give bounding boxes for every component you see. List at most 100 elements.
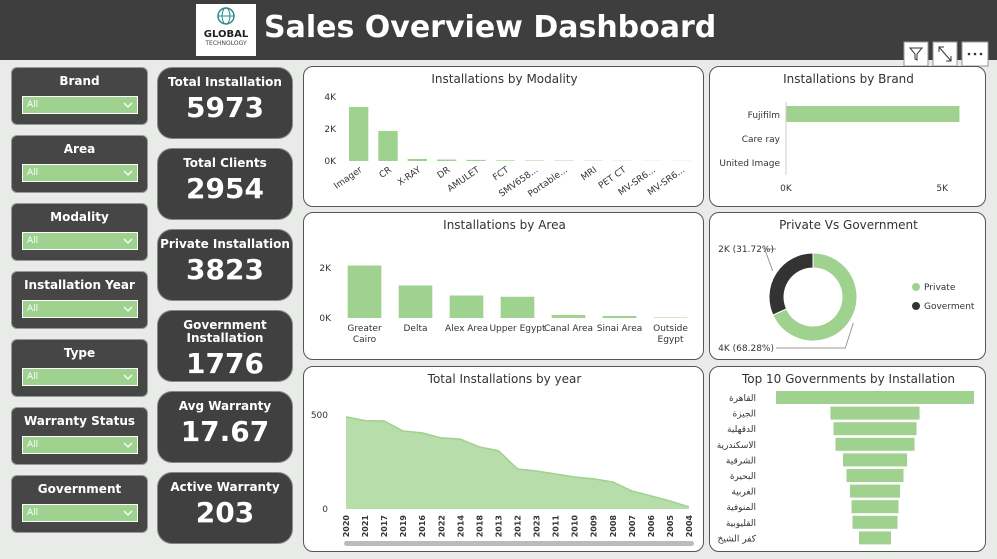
kpi-value: 3823: [186, 253, 264, 286]
bar: [551, 315, 586, 318]
x-tick-label: 2021: [361, 515, 370, 538]
chart-title: Installations by Brand: [783, 72, 914, 86]
kpi-card: Total Installation 5973: [158, 68, 292, 138]
y-tick-label: Fujifilm: [748, 111, 780, 121]
data-label: 4K (68.28%): [718, 344, 774, 354]
y-tick-label: الجيزة: [733, 410, 756, 420]
chevron-path: [123, 102, 133, 108]
chevron: [123, 374, 133, 380]
kpi-value: 203: [195, 496, 255, 529]
chart-panel: Installations by Brand Fujifilm Care ray Un…: [709, 66, 986, 207]
x-tick-label: 2011: [552, 515, 561, 538]
x-tick-label: 2004: [685, 515, 694, 538]
x-tick-label: 0K: [780, 184, 793, 194]
kpi-card: Total Clients 2954: [158, 149, 292, 219]
x-tick-label: Imager: [333, 165, 365, 192]
x-tick-label: 2019: [399, 515, 408, 538]
kpi-card: Active Warranty 203: [158, 473, 292, 543]
filter-dropdown[interactable]: All: [22, 164, 138, 182]
filter-card: Installation Year All: [12, 272, 147, 328]
bar: [348, 106, 369, 161]
kpi-label: Total Clients: [183, 156, 267, 170]
filter-dropdown[interactable]: All: [22, 96, 138, 114]
x-tick-label: X-RAY: [396, 165, 423, 188]
legend-swatch: [912, 302, 920, 310]
logo-globe: [217, 7, 235, 25]
kpi-label: Avg Warranty: [178, 399, 272, 413]
y-tick-label: القليوبية: [726, 519, 756, 529]
toolbar[interactable]: [903, 41, 989, 67]
chart: Total Installations by year 0 500 2020 2021 2…: [311, 372, 694, 546]
chevron-path: [123, 374, 133, 380]
bar: [776, 391, 974, 404]
y-tick-label: الشرقية: [726, 456, 756, 466]
x-tick-label: CR: [378, 165, 394, 180]
logo: GLOBAL TECHNOLOGY: [196, 4, 256, 56]
area-line: [345, 416, 690, 508]
chart: Installations by Modality 0K 2K 4K Imager CR X…: [324, 72, 692, 200]
filter-dropdown[interactable]: All: [22, 232, 138, 250]
chart-title: Installations by Area: [443, 218, 566, 232]
filter-label: Warranty Status: [23, 414, 136, 428]
kpi-label: Private Installation: [160, 237, 290, 251]
dashboard-title: Sales Overview Dashboard: [264, 10, 717, 45]
x-tick-label: Sinai Area: [596, 324, 643, 334]
x-tick-label: Outside Egypt: [653, 324, 688, 345]
dropdown-value: All: [27, 440, 39, 450]
filter-dropdown[interactable]: All: [22, 368, 138, 386]
y-tick-label: 4K: [324, 93, 337, 103]
bar: [835, 437, 915, 451]
y-tick-label: United Image: [719, 159, 780, 169]
chevron-path: [123, 442, 133, 448]
filter-label: Modality: [50, 210, 109, 224]
y-tick-label: كفر الشيخ: [718, 534, 757, 544]
x-tick-label: 2010: [571, 515, 580, 538]
kpi-card: Government Installation 1776: [158, 311, 292, 381]
kpi-value: 17.67: [180, 415, 270, 448]
filter-card: Modality All: [12, 204, 147, 260]
x-tick-label: 2023: [533, 515, 542, 537]
bar: [846, 469, 904, 482]
x-tick-label: 2009: [590, 515, 599, 538]
y-tick-label: 0: [322, 505, 328, 515]
bar: [500, 296, 535, 318]
legend-swatch: [912, 283, 920, 291]
filter-dropdown[interactable]: All: [22, 436, 138, 454]
x-tick-label: FCT: [491, 165, 511, 183]
kpi-card: Private Installation 3823: [158, 230, 292, 300]
dropdown-value: All: [27, 236, 39, 246]
filter-label: Installation Year: [24, 278, 135, 292]
x-tick-label: Upper Egypt: [489, 324, 546, 334]
x-tick-label: Alex Area: [445, 324, 488, 334]
x-tick-label: 2012: [514, 515, 523, 537]
chart-panel: Installations by Modality 0K 2K 4K Imager CR X…: [303, 66, 704, 207]
bar: [602, 316, 637, 318]
bar: [653, 317, 688, 318]
y-tick-label: 500: [311, 411, 328, 421]
area-fill: [346, 416, 689, 509]
kpi-label: Total Installation: [168, 75, 282, 89]
data-label: 2K (31.72%): [718, 245, 774, 255]
kpi-label: Government Installation: [183, 318, 267, 345]
dropdown-value: All: [27, 508, 39, 518]
dropdown-value: All: [27, 100, 39, 110]
chart-title: Total Installations by year: [427, 372, 582, 386]
chart-panel: Top 10 Governments by Installation القاهر…: [709, 366, 986, 552]
bar: [833, 422, 917, 436]
x-tick-label: 2014: [456, 515, 465, 538]
dropdown-value: All: [27, 304, 39, 314]
y-tick-label: 0K: [319, 314, 332, 324]
chart-title: Installations by Modality: [431, 72, 577, 86]
donut-slice: [772, 252, 858, 342]
chart: Private Vs Government 4K (68.28%) Private 2…: [718, 218, 975, 354]
filter-dropdown[interactable]: All: [22, 504, 138, 522]
x-tick-label: MRI: [580, 165, 599, 183]
bar: [378, 130, 398, 161]
filter-dropdown[interactable]: All: [22, 300, 138, 318]
y-tick-label: الاسكندرية: [717, 441, 756, 451]
bar: [436, 159, 457, 161]
x-tick-label: 5K: [936, 184, 949, 194]
x-tick-label: Greater Cairo: [347, 324, 382, 345]
x-tick-label: 2022: [437, 515, 446, 537]
